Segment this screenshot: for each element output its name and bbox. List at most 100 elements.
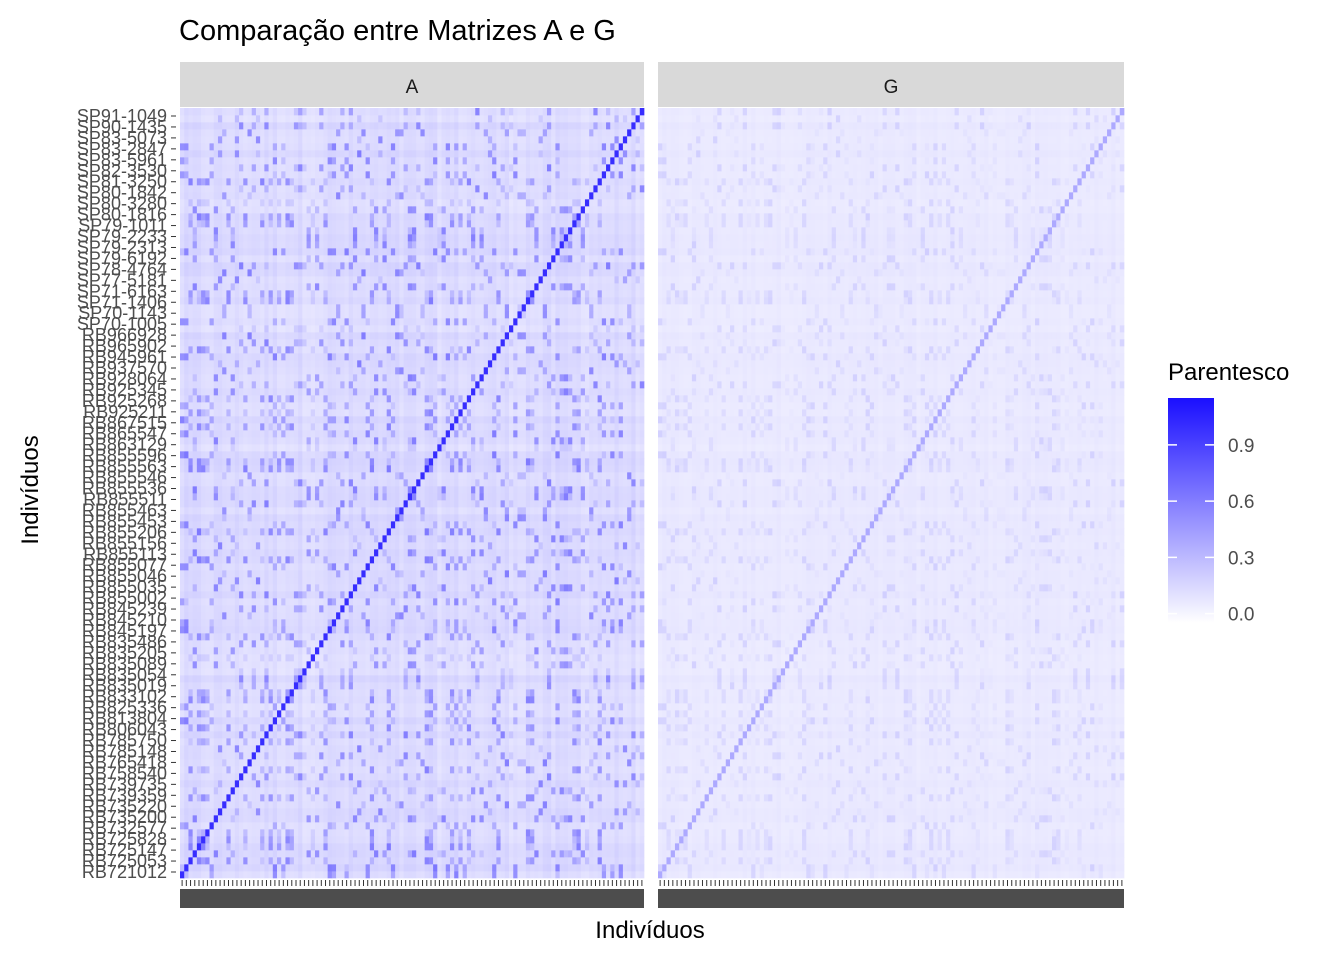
heatmap-cell	[517, 661, 523, 669]
heatmap-cell	[314, 780, 320, 788]
heatmap-cell	[390, 605, 396, 613]
heatmap-cell	[441, 570, 447, 578]
heatmap-cell	[226, 689, 231, 697]
heatmap-cell	[255, 731, 261, 739]
heatmap-cell	[336, 829, 341, 837]
heatmap-cell	[196, 724, 202, 732]
heatmap-cell	[601, 731, 607, 739]
heatmap-cell	[458, 668, 463, 676]
heatmap-cell	[209, 759, 215, 767]
heatmap-cell	[462, 766, 468, 774]
heatmap-cell	[272, 794, 278, 802]
heatmap-cell	[361, 703, 366, 711]
heatmap-cell	[437, 605, 442, 613]
heatmap-cell	[205, 822, 210, 830]
heatmap-cell	[205, 780, 210, 788]
heatmap-cell	[589, 871, 594, 879]
heatmap-cell	[622, 773, 628, 781]
heatmap-cell	[407, 619, 413, 627]
heatmap-cell	[319, 822, 324, 830]
heatmap-cell	[639, 626, 645, 634]
heatmap-cell	[247, 584, 253, 592]
heatmap-cell	[509, 738, 514, 746]
heatmap-cell	[631, 850, 636, 858]
heatmap-cell	[382, 654, 388, 662]
heatmap-cell	[357, 773, 362, 781]
heatmap-cell	[496, 563, 501, 571]
heatmap-cell	[247, 570, 253, 578]
heatmap-cell	[445, 850, 451, 858]
heatmap-cell	[180, 710, 185, 718]
heatmap-cell	[390, 626, 396, 634]
heatmap-cell	[546, 661, 552, 669]
heatmap-cell	[445, 780, 451, 788]
heatmap-cell	[192, 843, 198, 851]
heatmap-cell	[348, 731, 354, 739]
heatmap-cell	[390, 675, 396, 683]
heatmap-cell	[534, 626, 539, 634]
heatmap-cell	[386, 647, 392, 655]
heatmap-cell	[357, 738, 362, 746]
heatmap-cell	[201, 661, 206, 669]
heatmap-cell	[437, 829, 442, 837]
heatmap-cell	[580, 577, 586, 585]
heatmap-cell	[576, 801, 582, 809]
heatmap-cell	[454, 759, 459, 767]
heatmap-cell	[445, 633, 451, 641]
heatmap-cell	[230, 710, 236, 718]
heatmap-cell	[454, 584, 459, 592]
heatmap-cell	[487, 724, 493, 732]
heatmap-cell	[584, 668, 590, 676]
heatmap-cell	[542, 598, 548, 606]
heatmap-cell	[483, 661, 489, 669]
heatmap-cell	[243, 850, 248, 858]
heatmap-cell	[622, 640, 628, 648]
heatmap-cell	[255, 605, 261, 613]
heatmap-cell	[576, 682, 582, 690]
heatmap-cell	[268, 794, 274, 802]
heatmap-cell	[551, 773, 556, 781]
heatmap-cell	[504, 703, 510, 711]
heatmap-cell	[403, 612, 409, 620]
heatmap-cell	[260, 598, 265, 606]
heatmap-cell	[584, 654, 590, 662]
heatmap-cell	[610, 829, 615, 837]
heatmap-cell	[631, 563, 636, 571]
heatmap-cell	[234, 864, 240, 872]
heatmap-cell	[500, 759, 506, 767]
heatmap-cell	[264, 871, 269, 879]
heatmap-cell	[390, 766, 396, 774]
heatmap-cell	[323, 675, 328, 683]
heatmap-cell	[314, 808, 320, 816]
heatmap-cell	[247, 738, 253, 746]
heatmap-cell	[336, 864, 341, 872]
heatmap-cell	[230, 661, 236, 669]
heatmap-cell	[340, 682, 345, 690]
heatmap-cell	[593, 829, 598, 837]
heatmap-cell	[572, 675, 577, 683]
heatmap-cell	[196, 577, 202, 585]
heatmap-cell	[298, 822, 303, 830]
heatmap-cell	[538, 871, 544, 879]
heatmap-cell	[403, 808, 409, 816]
heatmap-cell	[631, 780, 636, 788]
heatmap-cell	[580, 612, 586, 620]
heatmap-cell	[475, 787, 480, 795]
heatmap-cell	[314, 850, 320, 858]
heatmap-cell	[293, 612, 299, 620]
heatmap-cell	[251, 675, 257, 683]
heatmap-cell	[196, 780, 202, 788]
heatmap-cell	[239, 584, 244, 592]
heatmap-cell	[593, 640, 598, 648]
heatmap-cell	[336, 675, 341, 683]
heatmap-cell	[213, 815, 219, 823]
heatmap-cell	[449, 766, 455, 774]
heatmap-cell	[551, 654, 556, 662]
heatmap-cell	[255, 612, 261, 620]
heatmap-cell	[344, 584, 350, 592]
heatmap-cell	[365, 570, 371, 578]
heatmap-cell	[390, 724, 396, 732]
heatmap-cell	[403, 780, 409, 788]
heatmap-cell	[538, 794, 544, 802]
heatmap-cell	[340, 612, 345, 620]
